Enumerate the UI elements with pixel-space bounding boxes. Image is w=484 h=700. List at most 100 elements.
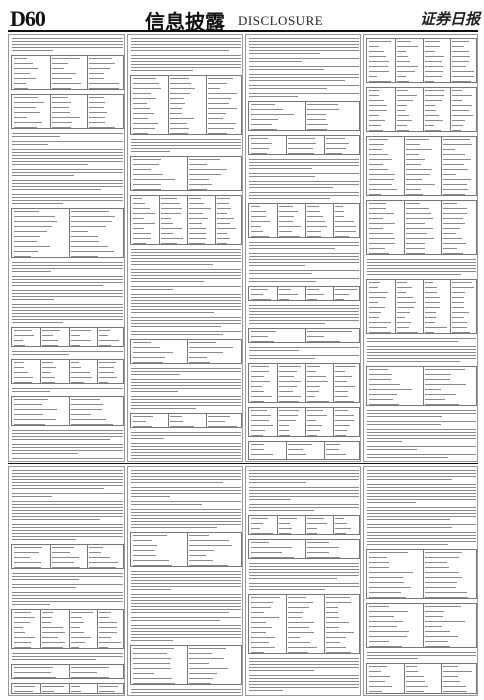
cell-text xyxy=(325,642,341,643)
table-block xyxy=(248,328,360,343)
cell-text xyxy=(443,149,456,150)
cell-text xyxy=(51,127,71,128)
cell-text xyxy=(133,159,162,160)
text-line xyxy=(249,358,315,359)
table-divider xyxy=(205,414,207,427)
cell-text xyxy=(170,421,184,422)
cell-text xyxy=(217,228,237,229)
text-line xyxy=(249,566,359,567)
cell-text xyxy=(443,253,463,254)
cell-text xyxy=(406,164,421,165)
table-divider xyxy=(286,442,287,459)
text-line xyxy=(12,513,123,514)
cell-text xyxy=(133,189,161,190)
cell-text xyxy=(307,236,322,237)
table-block xyxy=(130,413,242,428)
cell-text xyxy=(251,376,264,377)
text-line xyxy=(131,606,241,607)
text-line xyxy=(367,346,476,347)
cell-text xyxy=(443,218,464,219)
cell-text xyxy=(369,105,388,106)
text-line xyxy=(131,515,241,516)
cell-text xyxy=(279,211,298,212)
cell-text xyxy=(133,113,154,114)
text-line xyxy=(131,600,241,601)
cell-text xyxy=(307,109,339,110)
cell-text xyxy=(279,299,289,300)
text-line xyxy=(12,433,123,434)
table-divider xyxy=(286,136,287,154)
cell-text xyxy=(325,622,350,623)
cell-text xyxy=(251,652,265,653)
text-line xyxy=(12,458,123,459)
text-line xyxy=(367,454,476,455)
text-line xyxy=(249,687,359,688)
cell-text xyxy=(452,307,464,308)
table-divider xyxy=(422,39,423,82)
text-line xyxy=(131,70,194,71)
cell-text xyxy=(133,218,145,219)
text-line xyxy=(131,577,241,578)
cell-text xyxy=(14,377,33,378)
cell-text xyxy=(325,607,339,608)
cell-text xyxy=(14,251,39,252)
text-line xyxy=(12,604,51,605)
cell-text xyxy=(51,107,70,108)
table-divider xyxy=(333,364,334,402)
cell-text xyxy=(189,203,205,204)
table-divider xyxy=(305,102,306,130)
cell-text xyxy=(70,642,85,643)
text-line xyxy=(12,576,123,577)
text-line xyxy=(249,44,359,45)
cell-text xyxy=(89,107,104,108)
text-line xyxy=(131,312,214,313)
cell-text xyxy=(279,236,300,237)
text-line xyxy=(12,172,123,173)
cell-text xyxy=(369,164,384,165)
cell-text xyxy=(161,238,183,239)
cell-text xyxy=(406,203,420,204)
cell-text xyxy=(369,100,384,101)
cell-text xyxy=(133,213,155,214)
text-line xyxy=(12,496,53,497)
cell-text xyxy=(424,577,462,578)
text-line xyxy=(12,268,123,269)
cell-text xyxy=(369,394,398,395)
cell-text xyxy=(452,327,468,328)
cell-text xyxy=(369,577,403,578)
cell-text xyxy=(279,410,299,411)
text-line xyxy=(131,151,170,152)
cell-text xyxy=(369,139,388,140)
cell-text xyxy=(369,76,378,77)
text-line xyxy=(131,269,241,270)
cell-text xyxy=(307,396,316,397)
cell-text xyxy=(424,282,434,283)
text-line xyxy=(131,609,241,610)
cell-text xyxy=(424,611,445,612)
cell-text xyxy=(51,68,65,69)
cell-text xyxy=(14,672,51,673)
cell-text xyxy=(335,299,344,300)
cell-text xyxy=(70,335,80,336)
cell-text xyxy=(133,668,172,669)
masthead: 证券日报 xyxy=(420,10,481,28)
cell-text xyxy=(307,391,319,392)
text-line xyxy=(249,308,359,309)
cell-text xyxy=(424,312,437,313)
text-line xyxy=(131,473,241,474)
cell-text xyxy=(42,340,59,341)
table-block xyxy=(130,645,242,685)
table-block xyxy=(248,441,360,460)
cell-text xyxy=(424,125,435,126)
cell-text xyxy=(133,421,147,422)
cell-text xyxy=(51,567,80,568)
table-divider xyxy=(96,684,98,693)
cell-text xyxy=(443,189,469,190)
cell-text xyxy=(288,597,306,598)
text-line xyxy=(131,286,241,287)
text-line xyxy=(249,66,359,67)
text-line xyxy=(367,416,442,417)
cell-text xyxy=(335,381,347,382)
cell-text xyxy=(369,149,382,150)
text-line xyxy=(131,628,241,629)
